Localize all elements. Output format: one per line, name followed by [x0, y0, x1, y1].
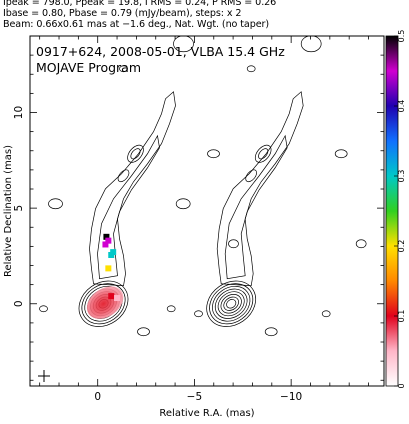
- core-contour: [81, 283, 126, 325]
- chart-title: 0917+624, 2008-05-01, VLBA 15.4 GHz: [36, 44, 285, 59]
- core-contour: [214, 288, 248, 319]
- x-axis-label: Relative R.A. (mas): [159, 408, 254, 419]
- noise-contour: [39, 305, 48, 313]
- jet-contour: [89, 91, 176, 287]
- colorbar: [385, 35, 399, 387]
- noise-contour: [173, 36, 194, 53]
- knot-contour: [117, 169, 130, 183]
- contour-panel-1: [39, 36, 239, 337]
- polarization-point: [105, 237, 112, 244]
- axis-ticks: [30, 35, 384, 386]
- header-line-3: Beam: 0.66x0.61 mas at −1.6 deg., Nat. W…: [3, 19, 269, 30]
- colorbar-tick-label: 0.1: [397, 310, 406, 323]
- jet-contour: [216, 91, 304, 287]
- core-color-fill: [86, 286, 124, 319]
- core-contour: [223, 296, 239, 311]
- header-line-2: Ibase = 0.80, Pbase = 0.79 (mJy/beam), s…: [3, 8, 242, 19]
- core-contour: [217, 291, 245, 317]
- core-contour: [206, 280, 256, 327]
- x-tick-label: −5: [187, 391, 202, 403]
- noise-contour: [137, 327, 150, 337]
- knot-contour: [127, 144, 144, 163]
- contour-lines: [39, 36, 367, 337]
- x-tick-label: 0: [94, 391, 101, 403]
- knot-contour: [130, 148, 141, 160]
- plot-frame: [29, 35, 385, 387]
- core-fill: [86, 286, 124, 319]
- knot-contour: [245, 169, 257, 183]
- polarization-points: [102, 233, 121, 302]
- noise-contour: [175, 198, 191, 210]
- beam-marker: [38, 370, 50, 382]
- contour-panel-2: [166, 36, 367, 337]
- noise-contour: [228, 239, 239, 249]
- noise-contour: [264, 327, 278, 337]
- jet-contour: [97, 134, 160, 280]
- core-contour: [209, 283, 254, 325]
- noise-contour: [207, 149, 220, 159]
- core-contour: [226, 299, 237, 309]
- noise-contour: [166, 305, 176, 313]
- y-tick-label: 10: [13, 106, 25, 119]
- noise-contour: [48, 198, 63, 210]
- chart-subtitle: MOJAVE Program: [36, 60, 141, 75]
- x-tick-label: −10: [280, 391, 302, 403]
- jet-contour: [224, 134, 288, 280]
- noise-contour: [355, 239, 367, 249]
- core-contour: [220, 294, 242, 314]
- y-tick-label: 0: [13, 300, 25, 307]
- colorbar-tick-label: 0: [397, 383, 406, 388]
- core-contour: [212, 285, 251, 322]
- polarization-point: [105, 265, 112, 272]
- colorbar-tick-label: 0.5: [397, 30, 406, 43]
- polarization-point: [102, 241, 109, 248]
- core-contour: [78, 280, 129, 327]
- noise-contour: [119, 65, 128, 73]
- polarization-point: [103, 233, 110, 240]
- colorbar-tick-label: 0.3: [397, 170, 406, 183]
- knot-contour: [258, 148, 269, 160]
- noise-contour: [246, 65, 256, 73]
- polarization-point: [114, 295, 121, 302]
- y-axis-label: Relative Declination (mas): [3, 145, 14, 277]
- colorbar-tick-label: 0.2: [397, 240, 406, 253]
- polarization-point: [108, 293, 115, 300]
- noise-contour: [194, 310, 203, 318]
- noise-contour: [300, 36, 322, 53]
- colorbar-tick-label: 0.4: [397, 100, 406, 113]
- header-line-1: Ipeak = 798.0, Ppeak = 19.8, I RMS = 0.2…: [3, 0, 277, 8]
- colorbar-ticks: 0 0.1 0.2 0.3 0.4 0.5: [394, 30, 406, 389]
- knot-contour: [254, 144, 272, 163]
- noise-contour: [334, 149, 348, 159]
- y-tick-label: 5: [13, 205, 25, 212]
- noise-contour: [321, 310, 331, 318]
- polarization-point: [110, 249, 117, 256]
